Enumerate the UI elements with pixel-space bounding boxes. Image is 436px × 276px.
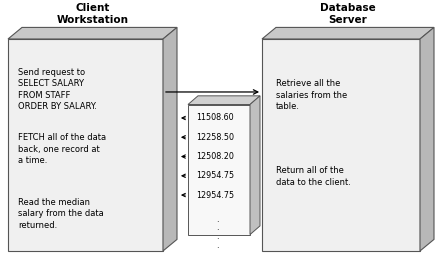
Text: .: . <box>216 232 218 241</box>
Text: .: . <box>216 241 218 250</box>
Polygon shape <box>8 39 163 251</box>
Polygon shape <box>188 96 260 105</box>
Polygon shape <box>188 105 250 235</box>
Polygon shape <box>163 27 177 251</box>
Text: Read the median
salary from the data
returned.: Read the median salary from the data ret… <box>18 198 104 230</box>
Text: 12954.75: 12954.75 <box>196 190 234 200</box>
Text: Database
Server: Database Server <box>320 3 376 25</box>
Text: 12258.50: 12258.50 <box>196 133 234 142</box>
Text: Client
Workstation: Client Workstation <box>57 3 129 25</box>
Text: FETCH all of the data
back, one record at
a time.: FETCH all of the data back, one record a… <box>18 133 106 165</box>
Text: Retrieve all the
salaries from the
table.: Retrieve all the salaries from the table… <box>276 79 347 111</box>
Polygon shape <box>262 27 434 39</box>
Text: 11508.60: 11508.60 <box>196 113 234 123</box>
Text: .: . <box>216 215 218 224</box>
Text: 12954.75: 12954.75 <box>196 171 234 180</box>
Text: Return all of the
data to the client.: Return all of the data to the client. <box>276 166 351 187</box>
Polygon shape <box>8 27 177 39</box>
Polygon shape <box>420 27 434 251</box>
Text: 12508.20: 12508.20 <box>196 152 234 161</box>
Polygon shape <box>262 39 420 251</box>
Polygon shape <box>250 96 260 235</box>
Text: .: . <box>216 223 218 232</box>
Text: Send request to
SELECT SALARY
FROM STAFF
ORDER BY SALARY.: Send request to SELECT SALARY FROM STAFF… <box>18 68 97 111</box>
